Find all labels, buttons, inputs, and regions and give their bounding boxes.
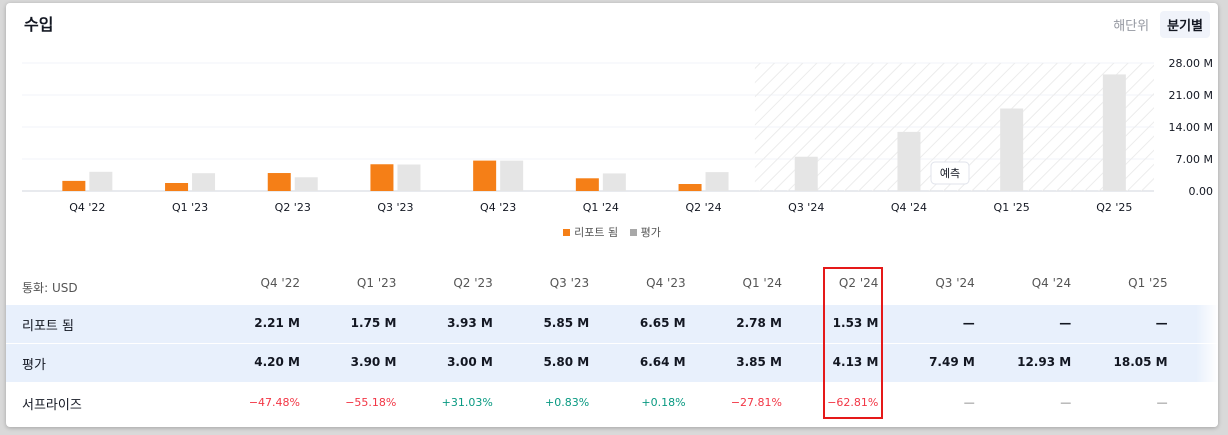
- chart-legend: 리포트 됨 평가: [6, 224, 1218, 240]
- table-cell: −55.18%: [345, 396, 397, 409]
- table-cell: —: [963, 396, 975, 409]
- table-cell: −62.81%: [827, 396, 879, 409]
- table-cell: −47.48%: [248, 396, 300, 409]
- currency-label: 통화: USD: [22, 281, 78, 295]
- x-tick-label: Q2 '25: [1096, 201, 1132, 214]
- legend-label-reported: 리포트 됨: [574, 226, 619, 239]
- legend-label-estimate: 평가: [640, 226, 661, 239]
- scroll-fade: [1196, 265, 1218, 427]
- table-cell: 2.78 M: [736, 316, 782, 330]
- table-cell: 12.93 M: [1017, 355, 1072, 369]
- toggle-quarterly[interactable]: 분기별: [1160, 11, 1210, 38]
- row-label-reported: 리포트 됨: [22, 319, 74, 334]
- x-tick-label: Q4 '22: [69, 201, 105, 214]
- bar-estimate[interactable]: [500, 160, 524, 191]
- table-header-cell: Q4 '23: [646, 276, 686, 290]
- table-header-row: 통화: USD Q4 '22 Q1 '23 Q2 '23 Q3 '23 Q4 '23 Q1…: [6, 264, 1218, 304]
- x-tick-label: Q4 '24: [891, 201, 927, 214]
- bar-reported[interactable]: [62, 180, 86, 191]
- table-cell: —: [1060, 396, 1072, 409]
- table-cell: 1.53 M: [832, 316, 879, 330]
- bar-reported[interactable]: [473, 160, 497, 191]
- table-header-cell: Q1 '23: [356, 276, 397, 290]
- y-tick-label: 21.00 M: [1169, 89, 1213, 102]
- table-cell: 18.05 M: [1113, 355, 1168, 369]
- bar-reported[interactable]: [575, 178, 599, 191]
- table-cell: +0.18%: [641, 396, 686, 409]
- table-header-cell: Q2 '24: [838, 276, 879, 290]
- table-cell: 6.65 M: [639, 316, 686, 330]
- revenue-bar-chart: Q4 '22 Q1 '23 Q2 '23 Q3 '23 Q4 '23 Q1 '24 Q2 '…: [22, 57, 1214, 214]
- legend-item-estimate[interactable]: 평가: [629, 226, 661, 239]
- legend-item-reported[interactable]: 리포트 됨: [563, 226, 618, 239]
- y-tick-label: 7.00 M: [1176, 153, 1213, 166]
- row-label-surprise: 서프라이즈: [22, 398, 82, 413]
- table-cell: +31.03%: [441, 396, 493, 409]
- table-cell: —: [1155, 316, 1168, 330]
- table-header-cell: Q4 '24: [1031, 276, 1072, 290]
- bar-reported[interactable]: [165, 183, 189, 191]
- bar-estimate[interactable]: [397, 164, 421, 191]
- forecast-label: 예측: [940, 167, 960, 180]
- table-cell: 4.13 M: [832, 355, 879, 369]
- table-cell: +0.83%: [545, 396, 590, 409]
- x-tick-label: Q1 '25: [994, 201, 1030, 214]
- table-header-cell: Q3 '24: [935, 276, 975, 290]
- table-cell: 3.85 M: [736, 355, 782, 369]
- table-cell: 6.64 M: [639, 355, 686, 369]
- bar-estimate[interactable]: [794, 156, 818, 191]
- bar-reported[interactable]: [678, 184, 702, 191]
- table-cell: —: [962, 316, 975, 330]
- table-header-cell: Q1 '24: [742, 276, 782, 290]
- y-tick-label: 28.00 M: [1169, 57, 1213, 70]
- table-cell: 5.85 M: [543, 316, 590, 330]
- x-tick-label: Q4 '23: [480, 201, 516, 214]
- y-tick-label: 0.00: [1189, 185, 1214, 198]
- table-row-surprise: 서프라이즈 −47.48% −55.18% +31.03% +0.83% +0.18% −…: [6, 383, 1218, 423]
- table-cell: −27.81%: [730, 396, 782, 409]
- table-cell: 4.20 M: [254, 355, 300, 369]
- x-tick-label: Q1 '23: [172, 201, 208, 214]
- table-cell: 3.93 M: [447, 316, 493, 330]
- highlight-box-q2-24: [823, 267, 883, 419]
- bar-estimate[interactable]: [1000, 108, 1024, 191]
- x-tick-label: Q2 '23: [275, 201, 311, 214]
- bar-estimate[interactable]: [602, 173, 626, 191]
- table-cell: —: [1059, 316, 1072, 330]
- bar-reported[interactable]: [370, 164, 394, 191]
- x-tick-label: Q3 '24: [788, 201, 824, 214]
- forecast-tag: 예측: [930, 161, 970, 185]
- bar-estimate[interactable]: [192, 173, 216, 191]
- table-row-reported: 리포트 됨 2.21 M 1.75 M 3.93 M 5.85 M 6.65 M 2.78…: [6, 305, 1218, 343]
- table-cell: 7.49 M: [929, 355, 975, 369]
- toggle-annual[interactable]: 해단위: [1113, 19, 1150, 34]
- period-toggle: 해단위 분기별: [1106, 11, 1210, 38]
- table-cell: 3.00 M: [447, 355, 493, 369]
- bar-reported[interactable]: [267, 173, 291, 191]
- table-cell: 3.90 M: [350, 355, 397, 369]
- table-cell: 1.75 M: [350, 316, 397, 330]
- bar-estimate[interactable]: [705, 172, 729, 191]
- table-row-estimate: 평가 4.20 M 3.90 M 3.00 M 5.80 M 6.64 M 3.85 M 4…: [6, 344, 1218, 382]
- x-tick-label: Q2 '24: [685, 201, 721, 214]
- table-cell: 5.80 M: [543, 355, 590, 369]
- table-header-cell: Q1 '25: [1128, 276, 1168, 290]
- card-title: 수입: [24, 15, 54, 34]
- table-header-cell: Q3 '23: [549, 276, 590, 290]
- x-tick-label: Q1 '24: [583, 201, 619, 214]
- table-cell: —: [1156, 396, 1168, 409]
- y-tick-label: 14.00 M: [1169, 121, 1213, 134]
- bar-estimate[interactable]: [294, 177, 318, 191]
- table-header-cell: Q4 '22: [260, 276, 300, 290]
- revenue-card: 수입 해단위 분기별 Q4 '22 Q1 '23 Q2 '23 Q3 '23 Q4 '2…: [6, 3, 1218, 427]
- bar-estimate[interactable]: [1102, 74, 1126, 191]
- bar-estimate[interactable]: [89, 171, 113, 191]
- row-label-estimate: 평가: [22, 358, 46, 373]
- bar-estimate[interactable]: [897, 131, 921, 191]
- x-tick-label: Q3 '23: [377, 201, 413, 214]
- table-header-cell: Q2 '23: [453, 276, 493, 290]
- table-cell: 2.21 M: [254, 316, 300, 330]
